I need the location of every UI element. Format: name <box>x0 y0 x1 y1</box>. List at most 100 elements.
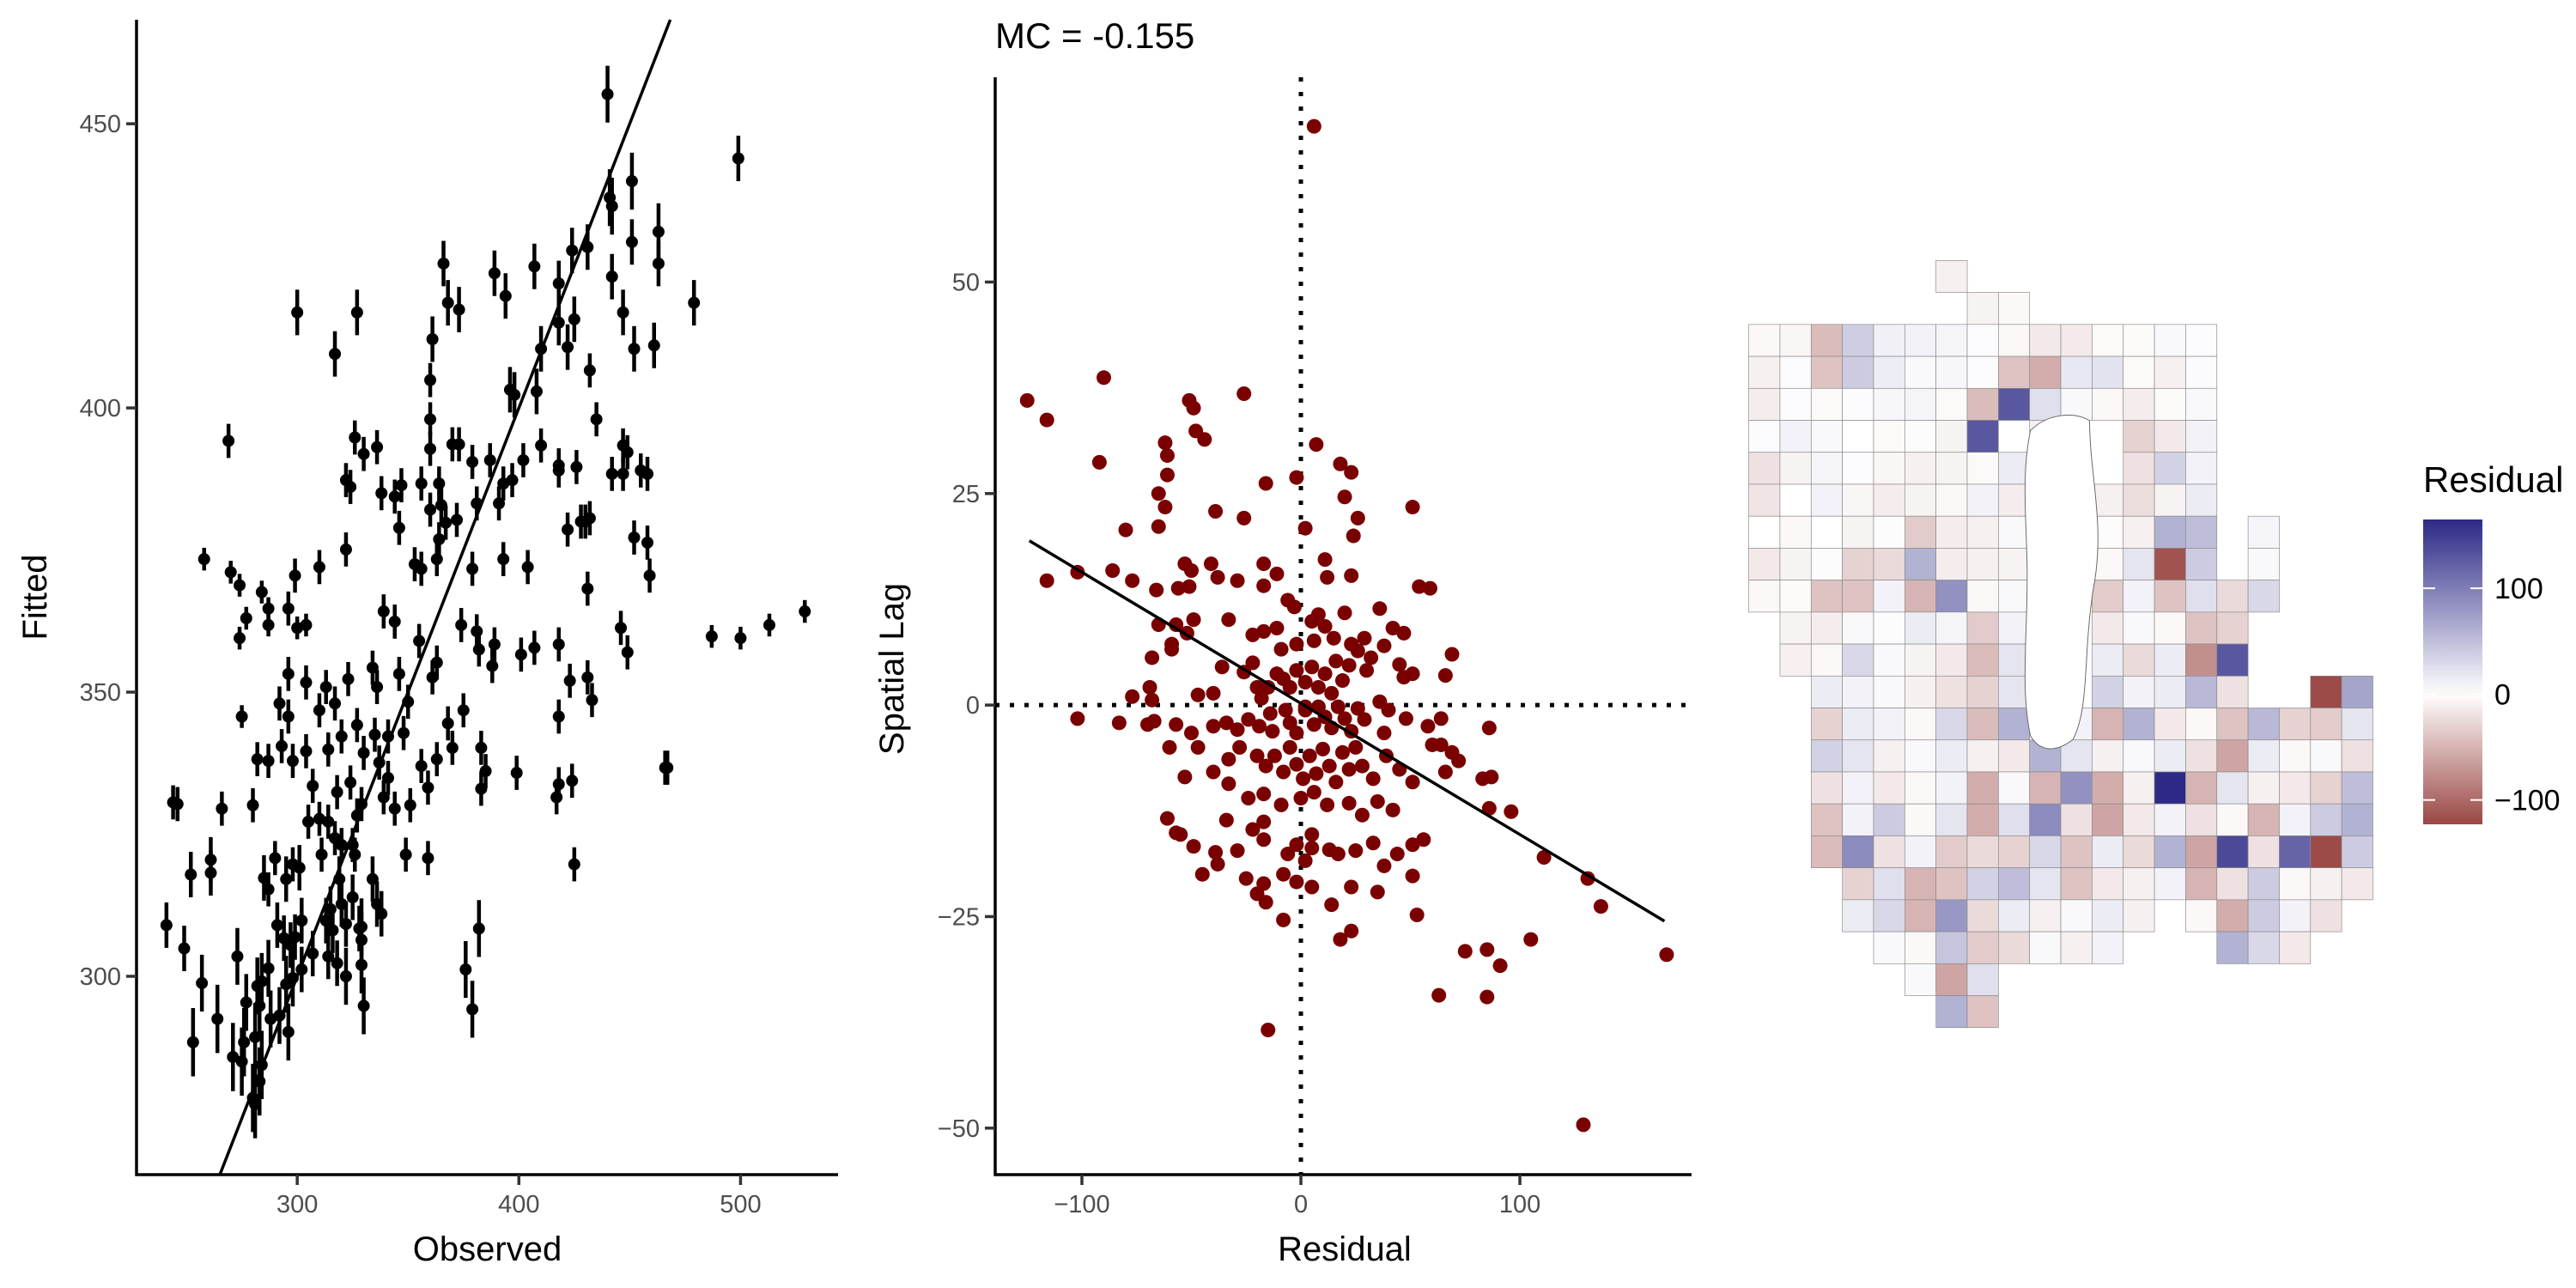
data-point <box>1337 711 1352 726</box>
county <box>2341 675 2373 708</box>
county <box>2154 643 2186 677</box>
data-point <box>1344 465 1359 480</box>
county <box>2123 708 2155 741</box>
data-point <box>160 902 173 948</box>
data-point <box>659 750 671 785</box>
county <box>1873 548 1905 580</box>
data-point <box>605 457 618 491</box>
data-point <box>322 933 335 980</box>
county <box>1935 995 1968 1029</box>
data-point <box>1372 601 1388 617</box>
county <box>1998 515 2031 549</box>
point-marker <box>628 531 641 544</box>
data-point <box>1256 623 1272 639</box>
point-marker <box>346 890 359 903</box>
county <box>2123 675 2155 708</box>
data-point <box>282 657 295 691</box>
data-point <box>289 558 301 593</box>
county <box>2092 708 2124 741</box>
point-marker <box>404 799 416 811</box>
data-point <box>1249 886 1265 902</box>
county <box>2341 835 2373 868</box>
county <box>2123 803 2155 836</box>
data-point <box>204 836 217 883</box>
choropleth-map <box>1748 260 2373 1029</box>
point-marker <box>339 918 352 931</box>
data-point <box>1210 569 1225 585</box>
point-marker <box>319 914 332 927</box>
county <box>1998 548 2031 580</box>
data-point <box>1208 503 1224 519</box>
point-marker <box>211 1012 224 1025</box>
county <box>2154 355 2186 389</box>
point-marker <box>313 704 325 717</box>
data-point <box>1256 556 1272 572</box>
point-marker <box>506 474 519 487</box>
data-point <box>1125 689 1140 704</box>
legend-tick-label: 100 <box>2494 573 2543 605</box>
county <box>2092 324 2124 357</box>
county <box>2060 899 2093 933</box>
county <box>1935 963 1968 996</box>
county <box>1935 260 1968 293</box>
county <box>2154 803 2186 836</box>
county <box>2154 420 2186 453</box>
county <box>2123 355 2155 389</box>
county <box>1966 387 1999 421</box>
data-point <box>1282 739 1297 755</box>
data-point <box>1337 489 1352 505</box>
data-point <box>375 890 388 937</box>
point-marker <box>322 743 335 756</box>
county <box>2060 931 2093 964</box>
county <box>1935 355 1968 389</box>
point-marker <box>344 481 357 494</box>
county <box>2123 611 2155 645</box>
data-point <box>1256 578 1272 593</box>
data-point <box>562 324 574 370</box>
data-point <box>346 874 359 920</box>
data-point <box>1484 769 1499 785</box>
data-point <box>1420 719 1436 734</box>
county <box>1904 708 1937 741</box>
county <box>2279 803 2312 836</box>
axis-ticks: 300 400 500 300 350 400 450 <box>80 111 762 1218</box>
county <box>1966 803 1999 836</box>
data-point <box>1218 812 1234 828</box>
point-marker <box>552 277 565 290</box>
point-marker <box>486 659 499 672</box>
data-point <box>1164 636 1180 652</box>
data-point <box>517 443 530 477</box>
point-marker <box>313 561 325 574</box>
data-point <box>350 708 363 743</box>
data-point <box>1405 666 1420 682</box>
point-marker <box>446 741 459 754</box>
data-point <box>1159 467 1175 483</box>
identity-line <box>218 19 672 1176</box>
data-point <box>357 436 370 471</box>
county <box>1873 643 1905 677</box>
data-point <box>1376 638 1392 653</box>
point-marker <box>222 434 235 447</box>
county <box>2029 387 2062 421</box>
moran-points <box>1019 118 1674 1133</box>
point-marker <box>269 852 282 865</box>
county <box>1935 899 1968 933</box>
data-point <box>1159 811 1175 826</box>
data-point <box>1289 470 1304 485</box>
data-point <box>398 715 410 750</box>
data-point <box>1232 739 1248 755</box>
data-point <box>246 787 259 823</box>
county <box>2185 452 2218 485</box>
data-point <box>586 683 598 718</box>
point-marker <box>300 618 313 631</box>
data-point <box>552 627 565 662</box>
data-point <box>552 453 565 488</box>
point-marker <box>466 1003 479 1016</box>
data-point <box>1321 758 1337 774</box>
point-marker <box>415 760 428 773</box>
y-tick-label: 0 <box>966 692 980 720</box>
point-marker <box>475 741 488 754</box>
point-marker <box>570 460 583 473</box>
point-marker <box>276 739 289 752</box>
data-point <box>1357 630 1372 646</box>
